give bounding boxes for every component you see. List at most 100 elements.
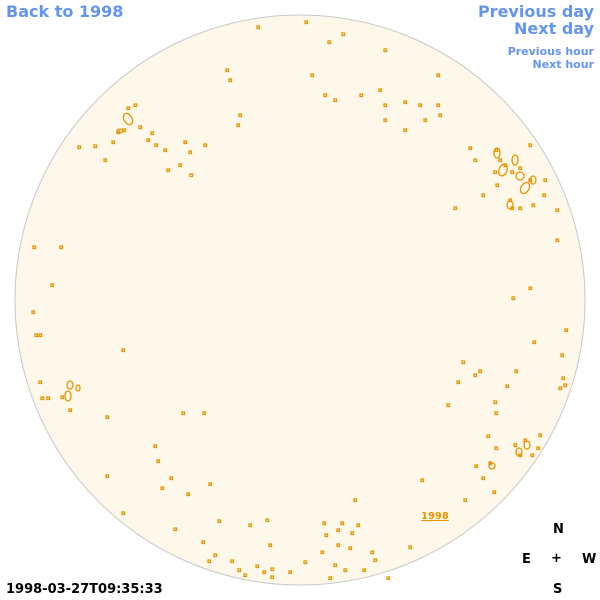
magnetic-region-mark <box>201 540 206 545</box>
magnetic-region-mark <box>265 518 270 523</box>
magnetic-region-mark <box>228 78 233 83</box>
magnetic-region-mark <box>478 369 483 374</box>
magnetic-region-mark <box>359 93 364 98</box>
magnetic-region-mark <box>243 573 248 578</box>
magnetic-region-mark <box>423 118 428 123</box>
magnetic-region-mark <box>494 446 499 451</box>
magnetic-region-mark <box>356 523 361 528</box>
magnetic-region-mark <box>166 168 171 173</box>
magnetic-region-mark <box>495 183 500 188</box>
magnetic-region-mark <box>320 550 325 555</box>
magnetic-region-mark <box>163 148 168 153</box>
magnetic-region-mark <box>558 386 563 391</box>
compass-center: + <box>551 551 562 566</box>
magnetic-region-mark <box>59 245 64 250</box>
active-region-contour <box>116 128 124 134</box>
magnetic-region-mark <box>327 40 332 45</box>
magnetic-region-mark <box>461 360 466 365</box>
magnetic-region-mark <box>420 478 425 483</box>
magnetic-region-mark <box>146 138 151 143</box>
magnetic-region-mark <box>189 173 194 178</box>
magnetic-region-mark <box>555 208 560 213</box>
magnetic-region-mark <box>436 103 441 108</box>
magnetic-region-mark <box>373 558 378 563</box>
active-region-contour <box>66 380 74 390</box>
magnetic-region-mark <box>473 373 478 378</box>
magnetic-region-mark <box>333 563 338 568</box>
magnetic-region-mark <box>50 283 55 288</box>
magnetic-region-mark <box>498 158 503 163</box>
magnetic-region-mark <box>203 143 208 148</box>
compass-east: E <box>522 552 531 567</box>
magnetic-region-mark <box>514 369 519 374</box>
active-region-contour <box>493 147 501 159</box>
magnetic-region-mark <box>531 203 536 208</box>
magnetic-region-mark <box>156 459 161 464</box>
previous-hour-link[interactable]: Previous hour <box>507 45 594 58</box>
magnetic-region-mark <box>530 453 535 458</box>
magnetic-region-mark <box>403 128 408 133</box>
magnetic-region-mark <box>473 158 478 163</box>
active-region-contour <box>519 181 531 195</box>
magnetic-region-mark <box>31 310 36 315</box>
year-label-link[interactable]: 1998 <box>421 511 449 522</box>
back-to-year-link[interactable]: Back to 1998 <box>6 2 124 21</box>
magnetic-region-mark <box>336 543 341 548</box>
magnetic-region-mark <box>513 443 518 448</box>
magnetic-region-mark <box>138 125 143 130</box>
next-hour-link[interactable]: Next hour <box>532 58 595 71</box>
magnetic-region-mark <box>456 380 461 385</box>
magnetic-region-mark <box>105 474 110 479</box>
magnetic-region-mark <box>188 150 193 155</box>
magnetic-region-mark <box>217 519 222 524</box>
magnetic-region-mark <box>303 560 308 565</box>
magnetic-region-mark <box>34 333 39 338</box>
magnetic-region-mark <box>310 73 315 78</box>
active-region-contour <box>515 171 525 181</box>
magnetic-region-mark <box>150 131 155 136</box>
magnetic-region-mark <box>103 158 108 163</box>
magnetic-region-mark <box>40 396 45 401</box>
magnetic-region-mark <box>225 68 230 73</box>
magnetic-region-mark <box>378 88 383 93</box>
magnetic-region-mark <box>555 238 560 243</box>
magnetic-region-mark <box>383 103 388 108</box>
magnetic-region-mark <box>270 567 275 572</box>
magnetic-region-mark <box>121 348 126 353</box>
solar-disk <box>14 14 586 586</box>
magnetic-region-mark <box>505 384 510 389</box>
magnetic-region-mark <box>121 511 126 516</box>
magnetic-region-mark <box>348 546 353 551</box>
magnetic-region-mark <box>386 576 391 581</box>
magnetic-region-mark <box>493 170 498 175</box>
magnetic-region-mark <box>528 286 533 291</box>
magnetic-region-mark <box>126 106 131 111</box>
next-day-link[interactable]: Next day <box>514 19 594 38</box>
magnetic-region-mark <box>511 296 516 301</box>
magnetic-region-mark <box>518 166 523 171</box>
active-region-contour <box>122 112 134 126</box>
magnetic-region-mark <box>510 170 515 175</box>
magnetic-region-mark <box>418 103 423 108</box>
magnetic-region-mark <box>304 20 309 25</box>
magnetic-region-mark <box>324 533 329 538</box>
magnetic-region-mark <box>230 559 235 564</box>
magnetic-region-mark <box>542 193 547 198</box>
magnetic-region-mark <box>323 93 328 98</box>
active-region-contour <box>515 447 523 457</box>
previous-day-link[interactable]: Previous day <box>477 2 594 21</box>
magnetic-region-mark <box>468 146 473 151</box>
magnetic-region-mark <box>202 411 207 416</box>
magnetic-region-mark <box>208 482 213 487</box>
magnetic-region-mark <box>105 415 110 420</box>
magnetic-region-mark <box>46 396 51 401</box>
magnetic-region-mark <box>32 245 37 250</box>
magnetic-region-mark <box>93 144 98 149</box>
compass-south: S <box>553 582 563 597</box>
magnetic-region-mark <box>183 140 188 145</box>
compass-west: W <box>582 552 597 567</box>
magnetic-region-mark <box>237 568 242 573</box>
magnetic-region-mark <box>518 206 523 211</box>
compass-north: N <box>553 522 564 537</box>
